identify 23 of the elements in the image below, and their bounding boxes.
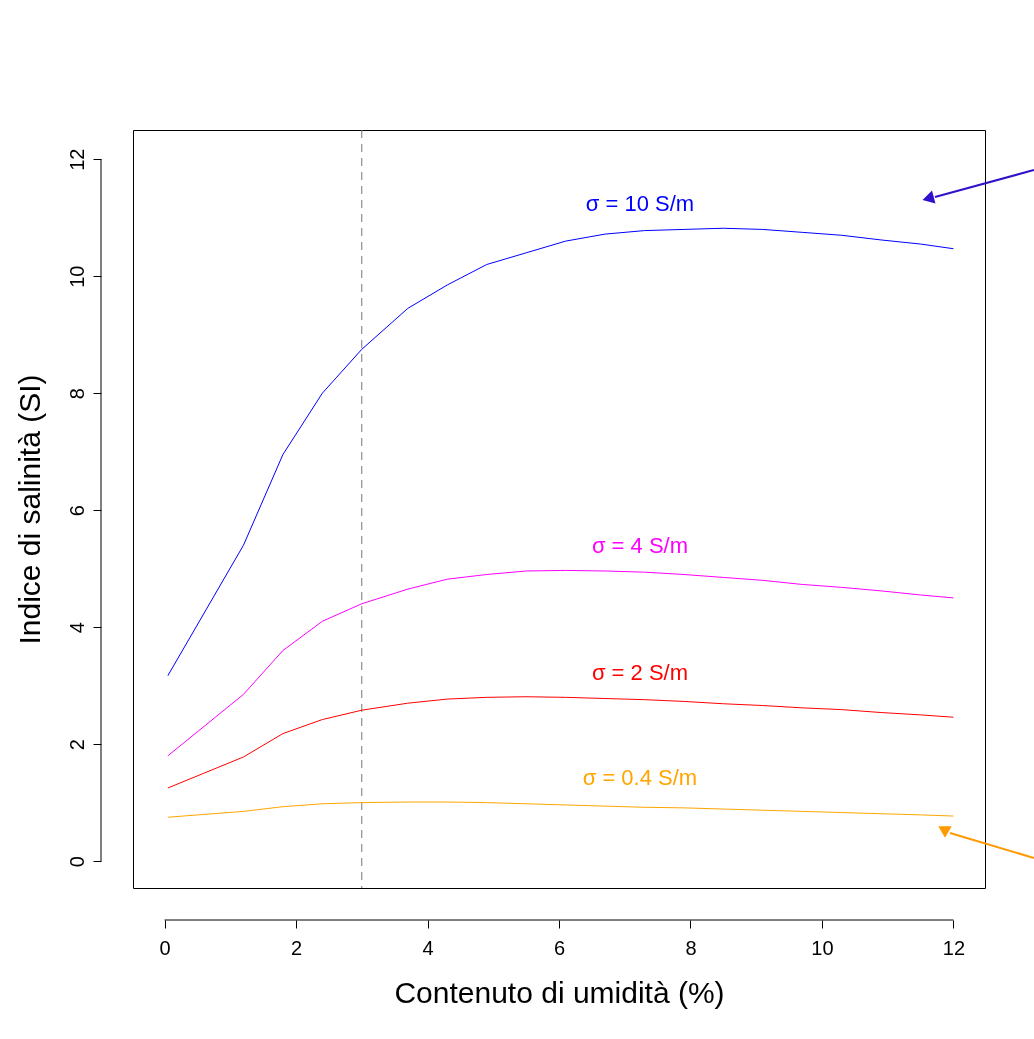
x-tick-label: 0: [159, 936, 171, 959]
y-axis-title: Indice di salinità (SI): [12, 374, 46, 645]
line-series: [167, 696, 954, 789]
y-tick-label: 6: [65, 505, 88, 517]
series-label: σ = 4 S/m: [591, 533, 688, 559]
x-tick-label: 8: [685, 936, 697, 959]
x-tick-label: 10: [811, 936, 834, 959]
x-tick-label: 6: [553, 936, 566, 959]
line-series: [167, 569, 954, 757]
x-axis-title: Contenuto di umidità (%): [394, 975, 725, 1009]
y-tick-label: 10: [65, 265, 88, 288]
y-tick-label: 0: [65, 856, 88, 868]
series-label: σ = 2 S/m: [591, 659, 688, 685]
x-tick-label: 12: [942, 936, 966, 959]
y-tick-label: 4: [65, 622, 88, 634]
x-tick-label: 4: [422, 936, 434, 959]
line-series: [167, 801, 954, 818]
series-label: σ = 10 S/m: [585, 191, 695, 217]
y-tick-label: 12: [65, 148, 88, 171]
x-tick-label: 2: [290, 936, 303, 959]
series-label: σ = 0.4 S/m: [582, 765, 698, 791]
y-tick-label: 8: [65, 388, 88, 400]
y-tick-label: 2: [65, 739, 88, 751]
